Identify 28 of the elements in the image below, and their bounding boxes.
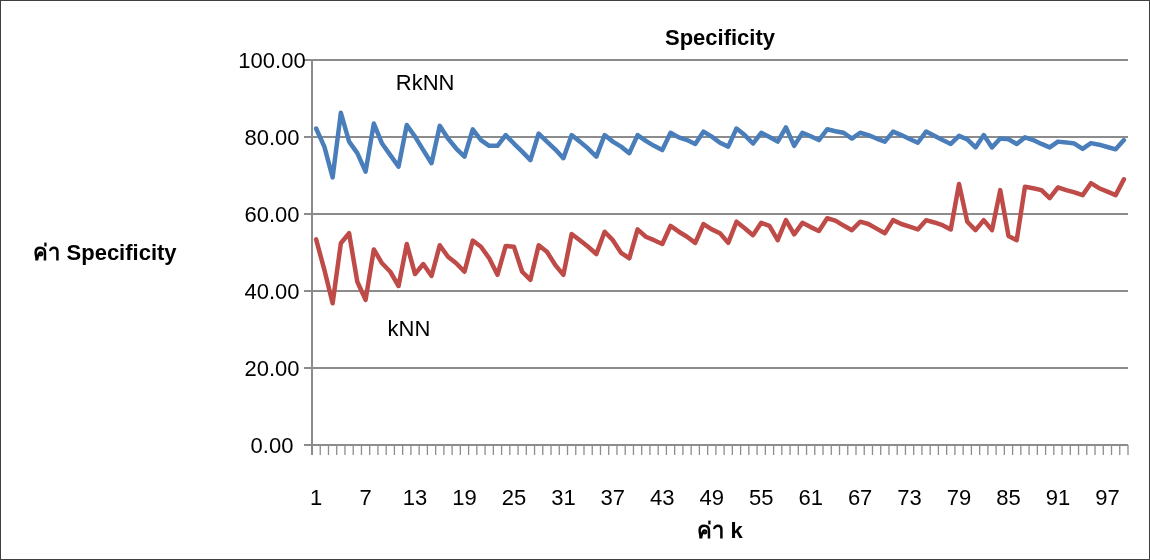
- x-tick-label: 7: [359, 485, 372, 510]
- x-tick-label: 55: [748, 485, 774, 510]
- x-tick-label: 49: [699, 485, 724, 510]
- x-tick-label: 13: [402, 485, 428, 510]
- x-tick-label: 61: [798, 485, 823, 510]
- y-tick-label: 100.00: [238, 48, 306, 73]
- x-tick-label: 25: [501, 485, 527, 510]
- x-tick-label: 91: [1045, 485, 1071, 510]
- y-axis-title: ค่า Specificity: [33, 240, 178, 265]
- x-tick-label: 73: [897, 485, 922, 510]
- x-tick-label: 37: [600, 485, 626, 510]
- y-tick-label: 60.00: [244, 202, 300, 227]
- x-tick-label: 31: [551, 485, 576, 510]
- series-label: kNN: [387, 316, 431, 342]
- x-tick-label: 19: [452, 485, 477, 510]
- x-tick-label: 43: [650, 485, 675, 510]
- x-tick-label: 1: [310, 485, 323, 510]
- x-tick-label: 97: [1095, 485, 1120, 510]
- y-tick-label: 20.00: [244, 356, 300, 381]
- y-tick-label: 80.00: [244, 125, 300, 150]
- chart-title: Specificity: [664, 25, 776, 50]
- y-tick-label: 40.00: [244, 279, 300, 304]
- x-tick-label: 67: [847, 485, 873, 510]
- series-label: RkNN: [395, 69, 455, 95]
- x-axis-title: ค่า k: [697, 518, 744, 543]
- x-tick-label: 85: [996, 485, 1021, 510]
- x-tick-label: 79: [946, 485, 972, 510]
- y-tick-label: 0.00: [250, 433, 294, 458]
